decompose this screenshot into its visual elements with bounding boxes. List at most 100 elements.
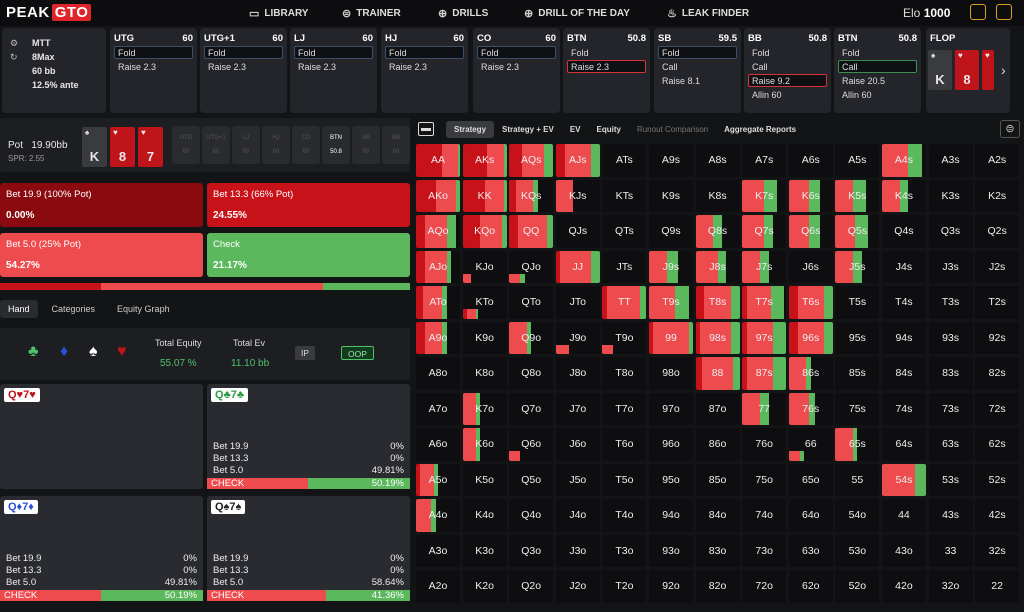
hand-cell[interactable]: JJ [555,250,600,283]
hand-cell[interactable]: 52s [975,463,1020,496]
action-check[interactable]: Check 21.17% [207,233,410,277]
hand-cell[interactable]: KTs [602,179,647,212]
hand-cell[interactable]: 73s [928,392,973,425]
chat-icon[interactable] [970,4,986,20]
hand-cell[interactable]: Q7o [509,392,554,425]
hand-cell[interactable]: J4o [555,499,600,532]
hand-cell[interactable]: T6s [788,286,833,319]
hand-cell[interactable]: 94s [881,321,926,354]
hand-cell[interactable]: T5s [835,286,880,319]
hand-cell[interactable]: Q2o [509,570,554,603]
hand-cell[interactable]: 85o [695,463,740,496]
hand-cell[interactable]: J9s [648,250,693,283]
position-hj[interactable]: HJ 60 Fold Raise 2.3 [381,28,468,113]
hand-cell[interactable]: 32s [975,534,1020,567]
hand-cell[interactable]: K2o [462,570,507,603]
hand-cell[interactable]: 84s [881,357,926,390]
action-option[interactable]: Raise 2.3 [208,62,247,72]
hand-cell[interactable]: 95s [835,321,880,354]
position-sb[interactable]: SB 59.5 Fold Call Raise 8.1 [654,28,741,113]
action-option[interactable]: Fold [658,46,737,59]
hand-cell[interactable]: 53s [928,463,973,496]
action-option[interactable]: Raise 2.3 [481,62,520,72]
hand-cell[interactable]: J3s [928,250,973,283]
hand-cell[interactable]: A6o [416,428,460,461]
action-option[interactable]: Fold [385,46,464,59]
hand-cell[interactable]: 52o [835,570,880,603]
nav-library[interactable]: ▭ LIBRARY [249,7,309,20]
hand-cell[interactable]: A4o [416,499,460,532]
hand-cell[interactable]: 74o [742,499,787,532]
hand-cell[interactable]: 93s [928,321,973,354]
hand-cell[interactable]: 93o [648,534,693,567]
action-option[interactable]: Call [838,60,917,73]
hand-cell[interactable]: K4o [462,499,507,532]
hand-cell[interactable]: 43s [928,499,973,532]
hand-card[interactable]: Q♦7♦ Bet 19.9 0% Bet 13.3 0% Bet 5.0 49.81% CHE… [0,496,203,601]
hand-cell[interactable]: 74s [881,392,926,425]
tab-aggregate-reports[interactable]: Aggregate Reports [724,124,797,134]
hand-cell[interactable]: K2s [975,179,1020,212]
hand-cell[interactable]: A9o [416,321,460,354]
hand-cell[interactable]: K7s [742,179,787,212]
settings-icon[interactable]: ⚙ [10,38,19,48]
hand-cell[interactable]: Q3o [509,534,554,567]
hand-cell[interactable]: T9o [602,321,647,354]
position-utg[interactable]: UTG 60 Fold Raise 2.3 [110,28,197,113]
hand-cell[interactable]: 22 [975,570,1020,603]
hand-cell[interactable]: J7o [555,392,600,425]
action-option[interactable]: Fold [114,46,193,59]
hand-cell[interactable]: T3s [928,286,973,319]
hand-cell[interactable]: 95o [648,463,693,496]
hand-cell[interactable]: K5s [835,179,880,212]
hand-cell[interactable]: A6s [788,144,833,177]
hand-cell[interactable]: Q8s [695,215,740,248]
hand-cell[interactable]: QTs [602,215,647,248]
hand-cell[interactable]: 53o [835,534,880,567]
hand-cell[interactable]: T4o [602,499,647,532]
hand-cell[interactable]: 98s [695,321,740,354]
hand-cell[interactable]: 64o [788,499,833,532]
hand-cell[interactable]: 82s [975,357,1020,390]
tab-categories[interactable]: Categories [51,304,96,314]
hand-cell[interactable]: Q9o [509,321,554,354]
hand-cell[interactable]: T2s [975,286,1020,319]
hand-cell[interactable]: T9s [648,286,693,319]
hand-cell[interactable]: 92o [648,570,693,603]
hand-cell[interactable]: J6s [788,250,833,283]
action-option[interactable]: Raise 2.3 [389,62,428,72]
hand-cell[interactable]: K9o [462,321,507,354]
hand-cell[interactable]: Q6s [788,215,833,248]
hand-cell[interactable]: QJs [555,215,600,248]
hand-cell[interactable]: Q3s [928,215,973,248]
action-option[interactable]: Fold [752,48,770,58]
hand-cell[interactable]: K4s [881,179,926,212]
hand-cell[interactable]: K3s [928,179,973,212]
hand-cell[interactable]: 86o [695,428,740,461]
hand-cell[interactable]: KQo [462,215,507,248]
hand-card[interactable]: Q♠7♠ Bet 19.9 0% Bet 13.3 0% Bet 5.0 58.64% CHE… [207,496,410,601]
hand-cell[interactable]: A7o [416,392,460,425]
hand-cell[interactable]: Q5s [835,215,880,248]
hand-cell[interactable]: J3o [555,534,600,567]
hand-cell[interactable]: KJs [555,179,600,212]
nav-leak-finder[interactable]: ♨ LEAK FINDER [667,7,750,20]
hand-cell[interactable]: K6o [462,428,507,461]
action-option[interactable]: Raise 8.1 [662,76,701,86]
hand-cell[interactable]: J5s [835,250,880,283]
hand-cell[interactable]: 44 [881,499,926,532]
refresh-icon[interactable]: ↻ [10,52,18,62]
hand-cell[interactable]: 33 [928,534,973,567]
hand-cell[interactable]: T6o [602,428,647,461]
hand-cell[interactable]: AJo [416,250,460,283]
action-bet-100[interactable]: Bet 19.9 (100% Pot) 0.00% [0,183,203,227]
feedback-icon[interactable] [996,4,1012,20]
hand-cell[interactable]: 83s [928,357,973,390]
hand-cell[interactable]: K8o [462,357,507,390]
hand-cell[interactable]: 75s [835,392,880,425]
hand-cell[interactable]: 63s [928,428,973,461]
chevron-right-icon[interactable]: › [1001,62,1006,78]
position-utg-1[interactable]: UTG+1 60 Fold Raise 2.3 [200,28,287,113]
tab-strategy[interactable]: Strategy [446,120,495,138]
hand-cell[interactable]: TT [602,286,647,319]
